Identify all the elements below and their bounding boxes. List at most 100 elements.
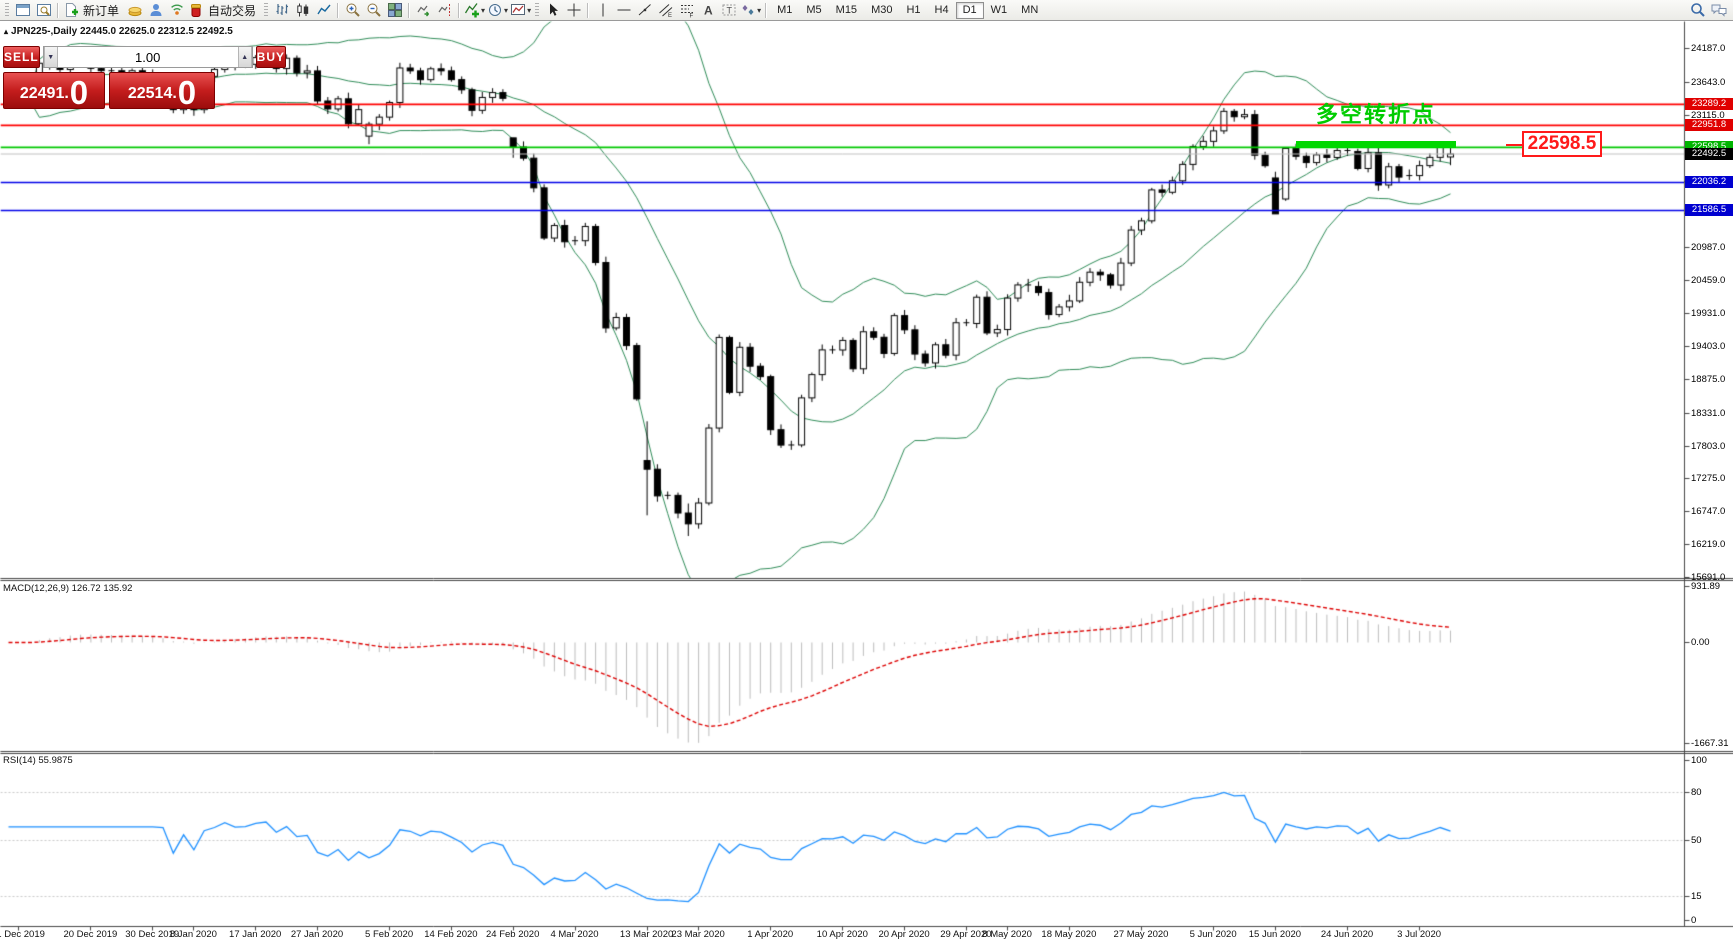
text-button[interactable]: A xyxy=(697,1,718,20)
signals-button[interactable] xyxy=(166,1,187,20)
date-axis-label: 13 Mar 2020 xyxy=(619,929,674,940)
sell-price-big-digit: 0 xyxy=(69,73,89,111)
vertical-line-button[interactable] xyxy=(592,1,613,20)
bar-chart-icon xyxy=(276,4,288,15)
fibonacci-button[interactable]: F xyxy=(676,1,697,20)
indicators-button[interactable]: ▾ xyxy=(463,1,486,20)
zoom-out-button[interactable] xyxy=(363,1,384,20)
price-axis-label: 24187.0 xyxy=(1691,43,1726,54)
candlestick-chart-button[interactable] xyxy=(292,1,313,20)
zoom-in-button[interactable] xyxy=(342,1,363,20)
timeframe-m5[interactable]: M5 xyxy=(799,2,828,19)
crosshair-icon xyxy=(567,3,581,17)
date-axis-label: 18 May 2020 xyxy=(1041,929,1097,940)
auto-trading-label: 自动交易 xyxy=(208,3,257,18)
date-axis-label: 10 Apr 2020 xyxy=(816,929,868,940)
new-chart-button[interactable] xyxy=(12,1,33,20)
date-axis-label: 27 May 2020 xyxy=(1113,929,1169,940)
new-order-button[interactable]: 新订单 xyxy=(62,1,124,20)
macd-axis-label: -1667.31 xyxy=(1691,737,1729,749)
arrows-button[interactable]: ▾ xyxy=(739,1,762,20)
date-axis-label: 24 Feb 2020 xyxy=(486,929,540,940)
chat-bubbles-icon xyxy=(1711,4,1726,17)
timeframe-h1[interactable]: H1 xyxy=(899,2,927,19)
auto-scroll-button[interactable] xyxy=(413,1,434,20)
chart-shift-button[interactable] xyxy=(434,1,455,20)
templates-button[interactable]: ▾ xyxy=(509,1,532,20)
timeframe-m1[interactable]: M1 xyxy=(770,2,799,19)
toolbar-separator xyxy=(765,2,768,18)
buy-button[interactable]: BUY xyxy=(255,46,287,68)
date-axis-label: 27 Jan 2020 xyxy=(290,929,344,940)
vertical-line-icon xyxy=(602,3,604,17)
trendline-icon xyxy=(638,4,651,16)
auto-scroll-icon xyxy=(417,5,429,17)
price-axis-label: 23643.0 xyxy=(1691,76,1726,88)
text-label-button[interactable]: T xyxy=(718,1,739,20)
date-axis-label: 1 Apr 2020 xyxy=(747,929,794,940)
timeframe-mn[interactable]: MN xyxy=(1014,2,1045,19)
cursor-icon xyxy=(549,3,558,16)
crosshair-button[interactable] xyxy=(563,1,584,20)
volume-input[interactable] xyxy=(57,47,238,67)
profiles-button[interactable] xyxy=(33,1,54,20)
gold-chart-button[interactable] xyxy=(124,1,145,20)
annotation-text[interactable]: 多空转折点 xyxy=(1316,102,1437,127)
channel-icon: E xyxy=(658,4,672,18)
price-tag-connector xyxy=(1506,144,1522,146)
trendline-button[interactable] xyxy=(634,1,655,20)
timeframe-h4[interactable]: H4 xyxy=(928,2,956,19)
volume-decrease-button[interactable]: ▼ xyxy=(43,47,58,67)
rsi-axis-label: 15 xyxy=(1691,891,1702,902)
periods-button[interactable]: ▾ xyxy=(486,1,509,20)
current-price-badge: 22492.5 xyxy=(1685,147,1733,160)
clock-icon xyxy=(489,4,502,16)
indicators-icon xyxy=(464,3,480,18)
price-level-badge: 21586.5 xyxy=(1685,203,1733,216)
search-button[interactable] xyxy=(1687,1,1708,20)
line-chart-button[interactable] xyxy=(313,1,334,20)
horizontal-line-button[interactable] xyxy=(613,1,634,20)
text-label-icon: T xyxy=(722,4,736,16)
dropdown-caret-icon: ▾ xyxy=(504,5,509,15)
volume-increase-button[interactable]: ▲ xyxy=(237,47,252,67)
signal-icon xyxy=(170,4,183,15)
dropdown-caret-icon: ▾ xyxy=(481,5,486,15)
sell-button[interactable]: SELL xyxy=(3,46,40,68)
timeframe-w1[interactable]: W1 xyxy=(984,2,1015,19)
buy-price-display[interactable]: 22514. 0 xyxy=(109,72,215,109)
timeframe-m30[interactable]: M30 xyxy=(864,2,899,19)
toolbar-grip[interactable] xyxy=(535,3,540,17)
dropdown-caret-icon: ▾ xyxy=(527,5,532,15)
toolbar-grip[interactable] xyxy=(264,3,269,17)
line-chart-icon xyxy=(316,4,331,15)
equidistant-channel-button[interactable]: E xyxy=(655,1,676,20)
tile-windows-button[interactable] xyxy=(384,1,405,20)
price-axis-label: 17803.0 xyxy=(1691,440,1726,452)
cursor-button[interactable] xyxy=(542,1,563,20)
timeframe-m15[interactable]: M15 xyxy=(829,2,864,19)
price-axis-label: 20987.0 xyxy=(1691,242,1726,254)
timeframe-d1[interactable]: D1 xyxy=(955,1,984,19)
chart-shift-icon xyxy=(438,4,450,16)
sell-price-display[interactable]: 22491. 0 xyxy=(3,72,105,109)
chat-button[interactable] xyxy=(1708,1,1729,20)
symbol-marker-icon: ▴ xyxy=(4,27,9,36)
volume-stepper: ▼ ▲ xyxy=(42,46,253,68)
new-order-label: 新订单 xyxy=(83,3,120,18)
toolbar-separator xyxy=(458,2,461,18)
gold-icon xyxy=(128,6,142,17)
candlestick-icon xyxy=(296,3,308,17)
highlight-trendline[interactable] xyxy=(1296,141,1456,148)
price-tag[interactable]: 22598.5 xyxy=(1522,131,1602,157)
one-click-trading-panel: SELL ▼ ▲ BUY 22491.0 22514.0 xyxy=(3,46,287,109)
toolbar-grip[interactable] xyxy=(5,3,9,17)
bar-chart-button[interactable] xyxy=(271,1,292,20)
svg-text:E: E xyxy=(668,13,672,18)
date-axis-label: 11 Dec 2019 xyxy=(0,929,45,940)
rsi-axis-label: 0 xyxy=(1691,915,1697,926)
auto-trading-button[interactable]: 自动交易 xyxy=(187,1,261,20)
down-arrow-icon: ▼ xyxy=(47,53,55,61)
community-button[interactable] xyxy=(145,1,166,20)
